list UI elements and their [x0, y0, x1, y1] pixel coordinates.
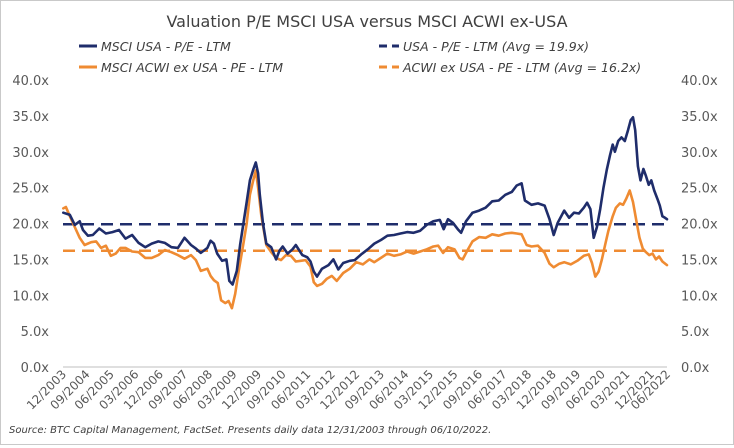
legend-label-usa-average: USA - P/E - LTM (Avg = 19.9x) — [403, 39, 589, 54]
chart-title: Valuation P/E MSCI USA versus MSCI ACWI … — [166, 12, 567, 31]
y-tick-label-right: 35.0x — [681, 110, 718, 125]
legend-label-usa: MSCI USA - P/E - LTM — [101, 39, 231, 54]
y-tick-label-left: 5.0x — [21, 325, 50, 340]
series-line-msci-usa — [62, 116, 669, 286]
plot-area — [62, 116, 669, 310]
y-tick-label-left: 30.0x — [12, 146, 49, 161]
y-tick-label-right: 40.0x — [681, 74, 718, 89]
y-tick-label-right: 5.0x — [681, 325, 710, 340]
y-tick-label-left: 15.0x — [12, 253, 49, 268]
y-tick-label-left: 20.0x — [12, 218, 49, 233]
legend-item-acwi: MSCI ACWI ex USA - PE - LTM — [79, 60, 283, 75]
y-tick-label-left: 0.0x — [21, 361, 50, 376]
legend: MSCI USA - P/E - LTM USA - P/E - LTM (Av… — [79, 39, 641, 75]
y-tick-label-left: 10.0x — [12, 289, 49, 304]
legend-item-usa: MSCI USA - P/E - LTM — [79, 39, 231, 54]
source-note: Source: BTC Capital Management, FactSet.… — [9, 425, 491, 436]
legend-item-acwi-average: ACWI ex USA - PE - LTM (Avg = 16.2x) — [379, 60, 641, 75]
y-tick-label-left: 25.0x — [12, 182, 49, 197]
y-axis-left: 0.0x 5.0x 10.0x 15.0x 20.0x 25.0x 30.0x 35.0x 40… — [12, 74, 49, 376]
y-tick-label-left: 40.0x — [12, 74, 49, 89]
y-tick-label-right: 10.0x — [681, 289, 718, 304]
legend-item-usa-average: USA - P/E - LTM (Avg = 19.9x) — [379, 39, 589, 54]
y-tick-label-left: 35.0x — [12, 110, 49, 125]
x-axis: 12/200309/200406/200503/200612/200609/20… — [24, 366, 673, 412]
y-tick-label-right: 0.0x — [681, 361, 710, 376]
y-tick-label-right: 20.0x — [681, 218, 718, 233]
legend-label-acwi-average: ACWI ex USA - PE - LTM (Avg = 16.2x) — [402, 60, 641, 75]
y-tick-label-right: 15.0x — [681, 253, 718, 268]
legend-label-acwi: MSCI ACWI ex USA - PE - LTM — [101, 60, 283, 75]
y-axis-right: 0.0x 5.0x 10.0x 15.0x 20.0x 25.0x 30.0x 35.0x 40… — [681, 74, 718, 376]
series-line-msci-acwi-ex-usa — [62, 169, 669, 310]
y-tick-label-right: 25.0x — [681, 182, 718, 197]
y-tick-label-right: 30.0x — [681, 146, 718, 161]
